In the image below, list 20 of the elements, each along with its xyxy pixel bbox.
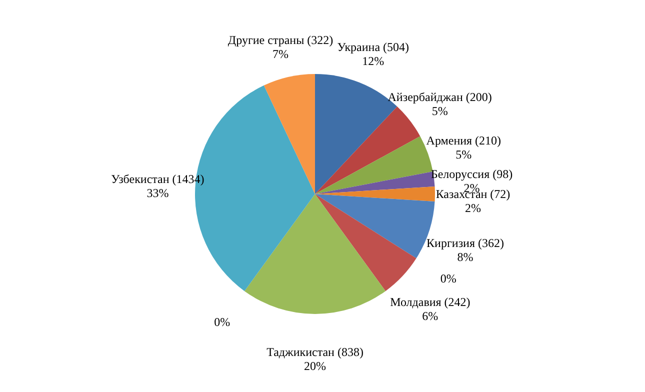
slice-label: Таджикистан (838) — [266, 345, 364, 359]
data-label: 6% — [422, 309, 438, 324]
slice-label: Украина (504) — [337, 40, 410, 54]
data-label: 20% — [304, 359, 326, 373]
text: 0% — [214, 314, 230, 329]
slice-label: Молдавия (242) — [390, 295, 470, 310]
slice-label: Армения (210) — [426, 133, 502, 148]
data-label: 33% — [146, 186, 169, 200]
pie-slice — [244, 194, 386, 314]
data-label: 2% — [465, 201, 481, 215]
slice-label: Киргизия (362) — [426, 236, 504, 250]
slice-label: Другие страны (322) — [228, 32, 334, 47]
data-label: 12% — [362, 54, 384, 68]
data-label: 8% — [457, 250, 474, 264]
data-label: 7% — [272, 46, 289, 61]
data-label: 5% — [432, 104, 448, 118]
pie-slice — [264, 74, 315, 194]
text: 0% — [440, 272, 456, 286]
slice-label: Айзербайджан (200) — [388, 90, 492, 104]
data-label: 5% — [456, 147, 472, 162]
